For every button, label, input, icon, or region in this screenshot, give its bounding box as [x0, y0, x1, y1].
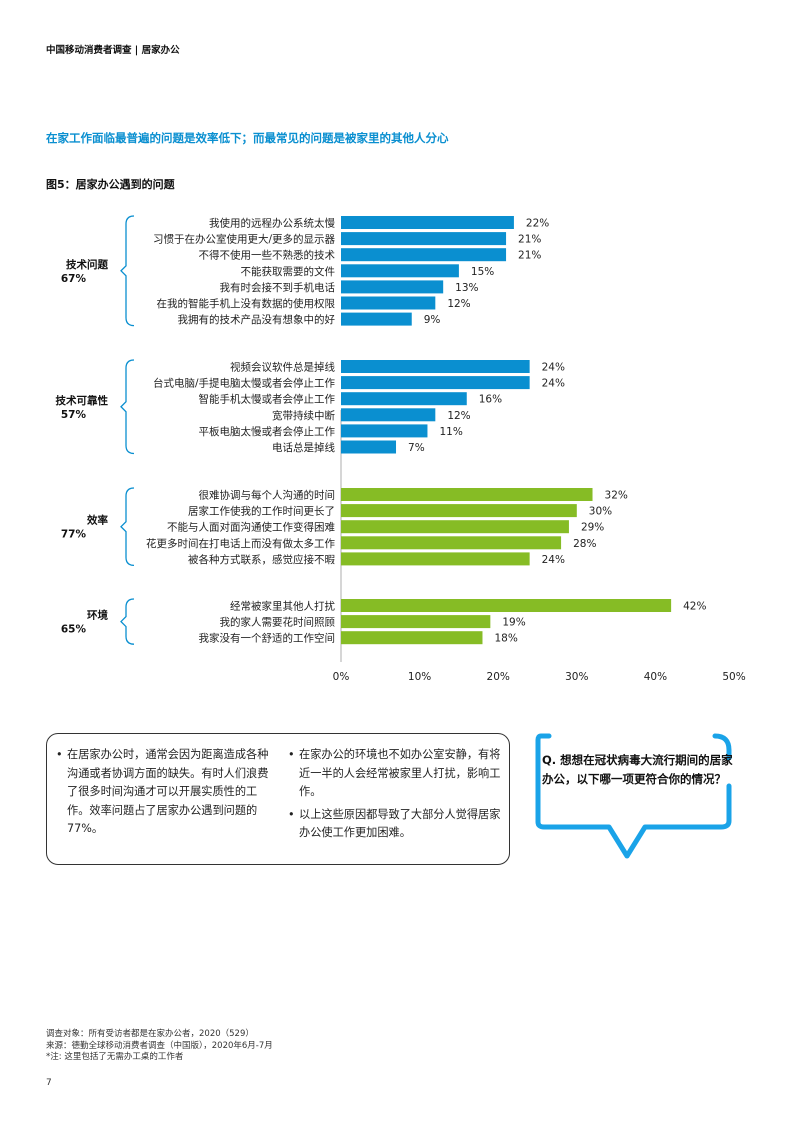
data-label: 12% — [447, 298, 470, 310]
data-label: 22% — [526, 218, 549, 230]
group-name: 环境 — [87, 609, 108, 622]
bar — [341, 631, 483, 645]
x-tick-label: 50% — [722, 671, 745, 683]
data-label: 24% — [542, 554, 565, 566]
group-percent: 67% — [61, 273, 87, 285]
bar-label: 习惯于在办公室使用更大/更多的显示器 — [153, 233, 336, 246]
group-brace — [120, 359, 135, 455]
x-tick-label: 30% — [565, 671, 588, 683]
bar — [341, 280, 444, 294]
bar-label: 我使用的远程办公系统太慢 — [209, 217, 335, 230]
bar — [341, 615, 491, 629]
bar-label: 宽带持续中断 — [272, 409, 335, 422]
data-label: 24% — [542, 362, 565, 374]
data-label: 30% — [589, 506, 612, 518]
bar-label: 我有时会接不到手机电话 — [220, 281, 336, 294]
data-label: 18% — [494, 633, 517, 645]
bar — [341, 504, 577, 518]
group-percent: 65% — [61, 624, 87, 636]
bar — [341, 520, 569, 534]
bar-label: 电话总是掉线 — [272, 441, 335, 454]
group-brace — [120, 487, 135, 567]
text-box: 在居家办公时，通常会因为距离造成各种沟通或者协调方面的缺失。有时人们浪费了很多时… — [46, 733, 510, 865]
bar — [341, 599, 672, 612]
bar-label: 居家工作使我的工作时间更长了 — [188, 505, 335, 518]
bar-label: 不能与人面对面沟通使工作变得困难 — [167, 521, 335, 534]
bar-label: 很难协调与每个人沟通的时间 — [199, 489, 336, 502]
data-label: 13% — [455, 282, 478, 294]
bar — [341, 216, 514, 229]
x-tick-label: 20% — [487, 671, 510, 683]
bar — [341, 440, 397, 454]
bar — [341, 536, 562, 550]
figure-title: 图5：居家办公遇到的问题 — [46, 178, 175, 191]
bar — [341, 376, 530, 390]
bar-label: 经常被家里其他人打扰 — [230, 600, 335, 613]
bar-label: 视频会议软件总是掉线 — [230, 361, 335, 374]
speech-bubble — [535, 733, 732, 859]
data-label: 12% — [447, 410, 470, 422]
footnotes: 调查对象：所有受访者都是在家办公者，2020（529） 来源：德勤全球移动消费者… — [46, 1029, 273, 1064]
data-label: 21% — [518, 250, 541, 262]
bar-label: 智能手机太慢或者会停止工作 — [199, 393, 336, 406]
bar — [341, 392, 467, 406]
data-label: 21% — [518, 234, 541, 246]
group-name: 技术问题 — [66, 258, 108, 271]
bar — [341, 408, 436, 422]
col2-bullet: 在家办公的环境也不如办公室安静，有将近一半的人会经常被家里人打扰，影响工作。 — [288, 746, 501, 802]
data-label: 24% — [542, 378, 565, 390]
text-column-1: 在居家办公时，通常会因为距离造成各种沟通或者协调方面的缺失。有时人们浪费了很多时… — [53, 746, 275, 843]
data-label: 7% — [408, 442, 425, 454]
bar — [341, 488, 593, 501]
group-percent: 77% — [61, 529, 87, 541]
bar-label: 台式电脑/手提电脑太慢或者会停止工作 — [153, 377, 336, 390]
bar-label: 被各种方式联系，感觉应接不暇 — [188, 553, 335, 566]
data-label: 28% — [573, 538, 596, 550]
question-text: Q. 想想在冠状病毒大流行期间的居家办公，以下哪一项更符合你的情况？ — [542, 753, 733, 786]
bar — [341, 552, 530, 566]
bar — [341, 296, 436, 310]
data-label: 9% — [424, 314, 441, 326]
data-label: 29% — [581, 522, 604, 534]
group-brace — [120, 598, 135, 645]
bar-label: 花更多时间在打电话上而没有做太多工作 — [146, 537, 335, 550]
group-name: 技术可靠性 — [56, 394, 109, 407]
x-tick-label: 40% — [644, 671, 667, 683]
data-label: 16% — [479, 394, 502, 406]
text-column-2: 在家办公的环境也不如办公室安静，有将近一半的人会经常被家里人打扰，影响工作。以上… — [285, 746, 501, 847]
bar-label: 在我的智能手机上没有数据的使用权限 — [157, 297, 336, 310]
bar — [341, 424, 428, 438]
x-tick-label: 10% — [408, 671, 431, 683]
group-name: 效率 — [87, 514, 108, 527]
data-label: 15% — [471, 266, 494, 278]
data-label: 11% — [439, 426, 462, 438]
page-header: 中国移动消费者调查 | 居家办公 — [46, 45, 180, 56]
bar — [341, 360, 530, 373]
data-label: 42% — [683, 601, 706, 613]
bar-label: 平板电脑太慢或者会停止工作 — [199, 425, 336, 438]
col1-bullet: 在居家办公时，通常会因为距离造成各种沟通或者协调方面的缺失。有时人们浪费了很多时… — [56, 746, 275, 839]
data-label: 19% — [502, 617, 525, 629]
headline: 在家工作面临最普遍的问题是效率低下；而最常见的问题是被家里的其他人分心 — [46, 131, 449, 145]
bar-label: 不能获取需要的文件 — [241, 265, 336, 278]
bar-label: 我的家人需要花时间照顾 — [220, 616, 336, 629]
bar — [341, 232, 507, 246]
footnote-respondents: 调查对象：所有受访者都是在家办公者，2020（529） — [46, 1029, 254, 1039]
bar-chart: 我使用的远程办公系统太慢 22% 习惯于在办公室使用更大/更多的显示器 21% 不得不使… — [56, 215, 746, 683]
x-tick-label: 0% — [333, 671, 350, 683]
footnote-note: *注: 这里包括了无需办工桌的工作者 — [46, 1052, 184, 1062]
footnote-source: 来源：德勤全球移动消费者调查（中国版），2020年6月-7月 — [46, 1040, 273, 1051]
bar — [341, 312, 412, 326]
bar — [341, 264, 459, 278]
bar-label: 不得不使用一些不熟悉的技术 — [199, 249, 336, 262]
bar-label: 我家没有一个舒适的工作空间 — [199, 632, 336, 645]
page-number: 7 — [46, 1078, 52, 1088]
group-brace — [120, 215, 135, 327]
bar-label: 我拥有的技术产品没有想象中的好 — [178, 313, 336, 326]
group-percent: 57% — [61, 409, 87, 421]
bar — [341, 248, 507, 262]
col2-bullet: 以上这些原因都导致了大部分人觉得居家办公使工作更加困难。 — [288, 806, 501, 843]
data-label: 32% — [605, 490, 628, 502]
